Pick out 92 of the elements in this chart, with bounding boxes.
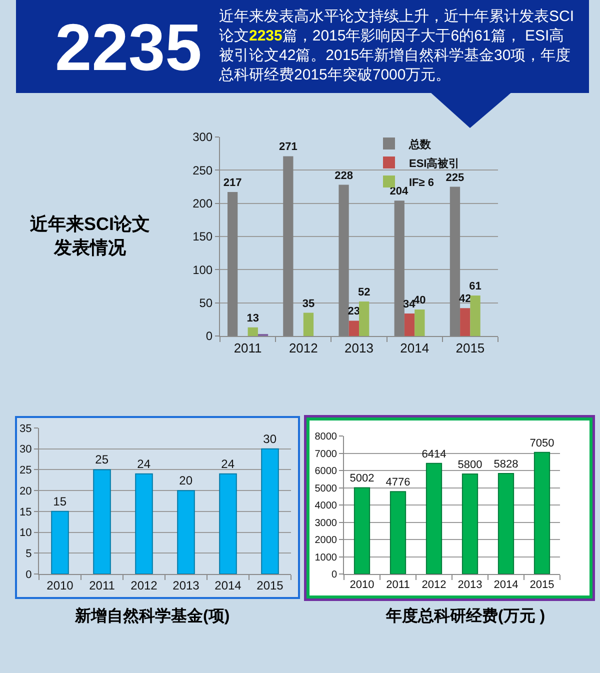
bar [348,320,359,336]
x-tick-label: 2010 [350,579,374,592]
y-tick-label: 30 [20,444,32,456]
bar [248,327,258,336]
y-tick-label: 150 [192,230,213,244]
bar [51,510,69,574]
bar [390,491,406,574]
y-tick-label: 3000 [314,518,338,529]
y-tick-label: 10 [20,527,32,540]
bar [303,312,314,336]
y-tick-label: 300 [192,130,213,144]
x-tick-label: 2015 [456,340,485,356]
data-label: 217 [223,177,242,190]
y-tick-label: 100 [192,262,213,277]
text: 新增自然科学基金(项) [74,607,230,625]
x-tick-label: 2014 [400,340,430,356]
y-tick-label: 4000 [314,500,338,512]
data-label: 13 [246,312,259,324]
data-label: 52 [358,286,370,299]
y-tick-label: 5000 [314,483,338,494]
data-label: 6414 [422,448,446,460]
x-tick-label: 2014 [494,579,518,592]
text: 近年来SCI论文发表情况 [29,214,150,258]
text: 2235 [55,10,202,84]
bar [426,462,442,574]
data-label: 20 [179,474,193,488]
legend-label: 总数 [408,138,432,151]
bar [219,473,237,574]
y-tick-label: 0 [206,329,213,344]
data-label: 204 [390,186,409,198]
y-tick-label: 25 [20,464,32,477]
bar [354,487,370,574]
x-tick-label: 2010 [46,578,74,592]
y-tick-label: 250 [192,163,213,178]
x-tick-label: 2012 [422,579,446,592]
x-tick-label: 2011 [386,579,410,592]
bar [462,473,478,574]
data-label: 7050 [530,437,554,450]
x-tick-label: 2012 [288,340,318,356]
x-tick-label: 2012 [130,578,158,592]
data-label: 25 [95,452,109,467]
y-tick-label: 0 [26,568,32,581]
bar [534,452,550,574]
text: 年度总科研经费(万元 ) [385,606,546,625]
y-tick-label: 0 [331,570,338,580]
y-tick-label: 35 [20,422,32,435]
bar [460,308,470,336]
y-tick-label: 1000 [314,552,338,564]
data-label: 271 [279,141,298,154]
y-tick-label: 15 [20,506,32,518]
y-tick-label: 2000 [314,535,338,546]
x-tick-label: 2013 [344,340,374,356]
x-tick-label: 2013 [458,579,482,592]
y-tick-label: 20 [20,485,32,498]
bar [135,473,153,574]
data-label: 42 [459,293,472,306]
bar [498,472,514,574]
bar [404,313,415,336]
y-tick-label: 5 [26,548,32,560]
bar [359,302,370,336]
x-tick-label: 2015 [530,579,554,592]
legend-label: IF≥ 6 [409,176,434,189]
data-label: 30 [263,432,277,446]
data-label: 35 [302,298,315,310]
y-tick-label: 50 [199,296,213,310]
x-tick-label: 2011 [234,340,262,356]
data-label: 24 [137,456,151,471]
data-label: 5828 [494,458,518,470]
data-label: 23 [348,306,360,318]
x-tick-label: 2014 [214,578,242,592]
bar [177,490,195,574]
y-tick-label: 7000 [314,448,338,460]
data-label: 4776 [386,476,410,489]
bar [261,448,279,574]
data-label: 15 [53,494,67,508]
text: 近年来发表高水平论文持续上升，近十年累计发表SCI论文2235篇，2015年影响因子大于6的61篇， ESI高被引论文42篇。2015年新增自然科学基金30项，年度总科研经费2015年突破7000万元。 [218,8,574,84]
y-tick-label: 8000 [314,432,338,442]
data-label: 24 [221,456,235,471]
data-label: 228 [334,170,353,182]
x-tick-label: 2011 [89,578,116,592]
y-tick-label: 6000 [314,466,338,477]
bar [414,309,425,336]
x-tick-label: 2015 [256,578,284,592]
bar [93,469,111,574]
bar [470,296,480,336]
legend-label: ESI高被引 [409,156,460,170]
data-label: 61 [469,280,482,293]
data-label: 5002 [350,472,374,485]
x-tick-label: 2013 [172,578,200,592]
data-label: 5800 [458,458,482,471]
data-label: 225 [446,172,464,184]
y-tick-label: 200 [192,196,213,211]
